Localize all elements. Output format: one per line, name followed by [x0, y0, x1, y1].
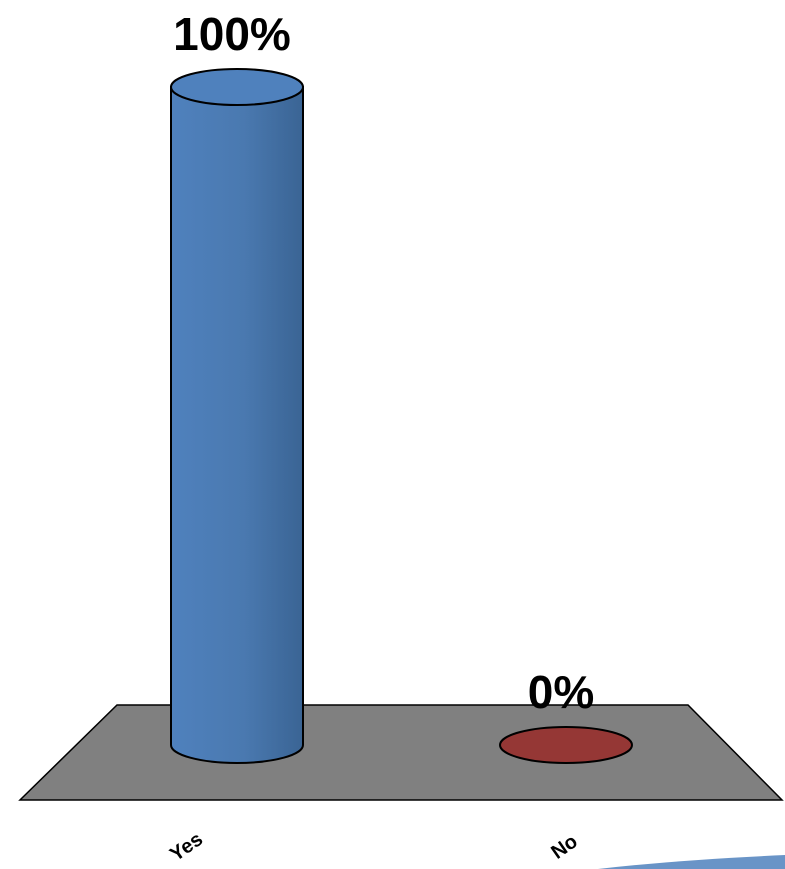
- bar-yes: [170, 86, 304, 764]
- bar-yes-top: [170, 68, 304, 106]
- x-tick-label-no: No: [547, 830, 581, 863]
- chart-floor: [18, 704, 784, 801]
- x-tick-label-yes: Yes: [166, 828, 207, 866]
- bars-group: [170, 68, 633, 764]
- decorative-swoosh: [598, 855, 785, 869]
- data-label-no: 0%: [528, 666, 594, 718]
- data-label-yes: 100%: [173, 8, 291, 60]
- bar-no: [499, 726, 633, 764]
